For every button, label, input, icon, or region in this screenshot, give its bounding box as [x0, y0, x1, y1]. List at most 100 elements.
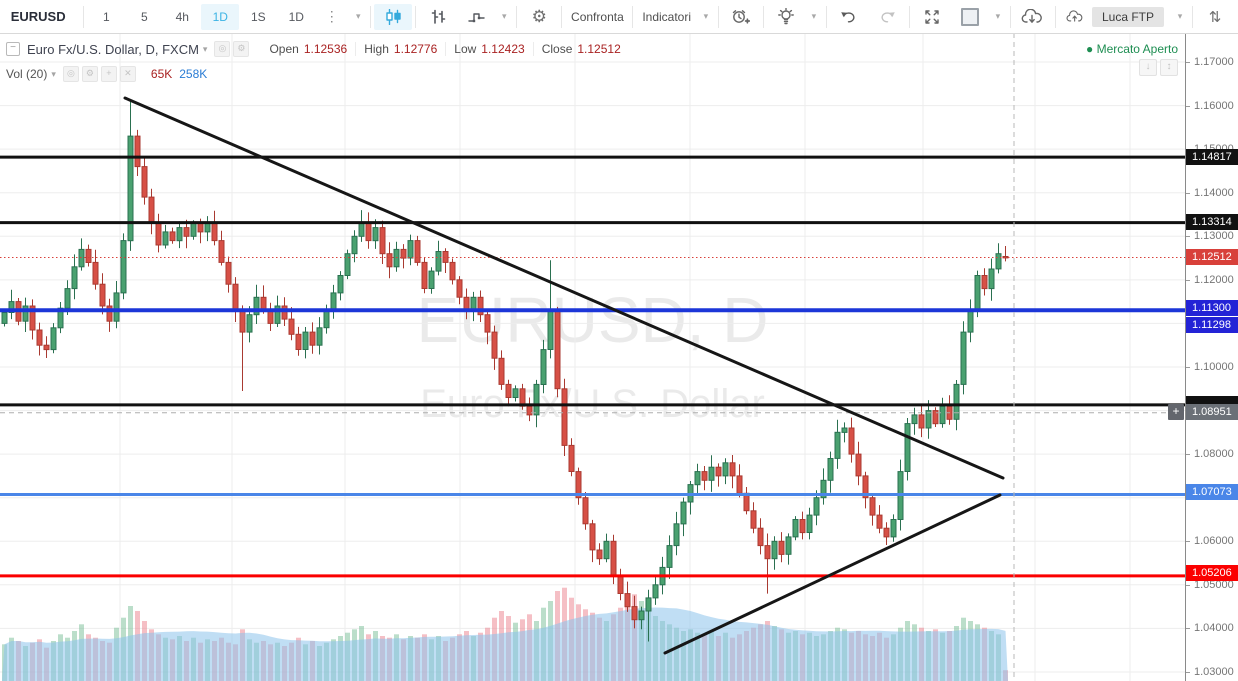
layout-caret-icon[interactable]: ▾	[995, 11, 1001, 21]
axis-tick	[1186, 367, 1190, 368]
interval-menu-dots-icon[interactable]: ⋮	[324, 8, 340, 24]
price-tick-label: 1.08000	[1194, 448, 1234, 460]
candles-icon	[386, 8, 401, 25]
save-layout-button[interactable]: Luca FTP	[1059, 4, 1171, 30]
open-value: 1.12536	[303, 42, 348, 56]
chart-style-candles-button[interactable]	[374, 3, 413, 30]
price-level-badge: 1.07073	[1186, 484, 1238, 500]
series-settings-gear-icon[interactable]: ⚙	[233, 41, 250, 57]
volume-gear-icon[interactable]: ⚙	[81, 66, 98, 82]
axis-tick	[1186, 62, 1190, 63]
current-price-badge: 1.12512	[1186, 249, 1238, 265]
price-level-badge: 1.14817	[1186, 149, 1238, 165]
high-value: 1.12776	[393, 42, 438, 56]
price-tick-label: 1.06000	[1194, 535, 1234, 547]
market-status-badge: ● Mercato Aperto	[1086, 42, 1178, 56]
volume-close-icon[interactable]: ✕	[119, 66, 136, 82]
chart-title-caret-icon[interactable]: ▾	[202, 43, 208, 54]
axis-tick	[1186, 541, 1190, 542]
compare-button[interactable]: Confronta	[571, 9, 624, 24]
axis-tick	[1186, 628, 1190, 629]
load-layout-button[interactable]	[1014, 4, 1052, 30]
low-group: Low 1.12423	[445, 42, 532, 56]
indicators-caret-icon[interactable]: ▾	[703, 11, 709, 21]
close-group: Close 1.12512	[532, 42, 629, 56]
price-level-lines[interactable]	[0, 155, 1185, 578]
grid-lines	[0, 33, 1185, 681]
close-label: Close	[541, 42, 573, 56]
interval-button-1-0[interactable]: 1	[102, 9, 110, 24]
scale-quick-buttons: ↓ ↕	[1139, 59, 1178, 76]
add-alert-button[interactable]	[722, 4, 760, 30]
price-level-badge: 1.11300	[1186, 300, 1238, 316]
settings-gear-icon[interactable]: ⚙	[531, 6, 547, 26]
undo-arrow-icon	[841, 11, 855, 22]
legend-collapse-icon[interactable]: −	[6, 42, 20, 56]
chart-style-bars-button[interactable]	[419, 4, 457, 30]
chart-style-line-button[interactable]	[457, 4, 495, 30]
ideas-button[interactable]	[767, 4, 805, 30]
volume-caret-icon[interactable]: ▾	[51, 68, 56, 79]
price-level-badge: 1.13314	[1186, 214, 1238, 230]
save-layout-caret-icon[interactable]: ▾	[1177, 11, 1183, 21]
price-tick-label: 1.14000	[1194, 187, 1234, 199]
toolbar-separator	[1009, 5, 1011, 28]
publish-button[interactable]: ⇅	[1208, 8, 1222, 26]
add-order-plus-button[interactable]: +	[1168, 404, 1184, 420]
open-group: Open 1.12536	[261, 42, 355, 56]
interval-button-1s-4[interactable]: 1S	[250, 9, 266, 24]
toolbar-separator	[561, 5, 563, 28]
axis-tick	[1186, 585, 1190, 586]
open-label: Open	[269, 42, 299, 56]
toolbar-separator	[1054, 5, 1056, 28]
ideas-caret-icon[interactable]: ▾	[811, 11, 817, 21]
chart-style-caret-icon[interactable]: ▾	[502, 11, 507, 21]
step-line-icon	[468, 12, 485, 22]
auto-scale-icon[interactable]: ↕	[1160, 59, 1178, 76]
price-level-badge: 1.08951	[1186, 404, 1238, 420]
interval-button-1d-5[interactable]: 1D	[288, 9, 304, 24]
trendlines[interactable]	[123, 96, 1005, 655]
price-tick-label: 1.04000	[1194, 622, 1234, 634]
eye-icon[interactable]: ◎	[214, 41, 231, 57]
layout-button[interactable]	[951, 4, 989, 30]
volume-add-icon[interactable]: +	[100, 66, 117, 82]
price-tick-label: 1.13000	[1194, 230, 1234, 242]
axis-tick	[1186, 280, 1190, 281]
toolbar-separator	[717, 5, 719, 28]
price-tick-label: 1.16000	[1194, 100, 1234, 112]
legend-volume-row: Vol (20) ▾ ◎ ⚙ + ✕ 65K 258K	[6, 64, 629, 84]
bars-icon	[431, 9, 446, 24]
volume-indicator-label[interactable]: Vol (20)	[6, 67, 48, 81]
redo-button[interactable]	[868, 4, 906, 30]
symbol-button[interactable]: EURUSD	[10, 9, 66, 24]
scroll-to-realtime-icon[interactable]: ↓	[1139, 59, 1157, 76]
price-tick-label: 1.17000	[1194, 56, 1234, 68]
volume-eye-icon[interactable]: ◎	[62, 66, 79, 82]
fullscreen-button[interactable]	[913, 4, 951, 30]
toolbar-separator	[908, 5, 910, 28]
chart-title[interactable]: Euro Fx/U.S. Dollar, D, FXCM	[27, 41, 199, 57]
lightbulb-icon	[777, 7, 794, 24]
cloud-upload-icon	[1066, 9, 1083, 22]
interval-caret-icon[interactable]: ▾	[356, 11, 361, 21]
ohlc-values: Open 1.12536 High 1.12776 Low 1.12423 Close…	[261, 42, 628, 56]
interval-button-4h-2[interactable]: 4h	[175, 9, 189, 24]
indicators-button[interactable]: Indicatori	[642, 9, 692, 24]
price-tick-label: 1.05000	[1194, 579, 1234, 591]
volume-ma-value: 258K	[179, 67, 208, 81]
axis-tick	[1186, 236, 1190, 237]
toolbar-separator	[370, 5, 372, 28]
price-axis[interactable]: 1.170001.160001.150001.140001.130001.120…	[1168, 33, 1238, 681]
top-toolbar: EURUSD 1 5 4h 1D 1S 1D ⋮ ▾ ▾ ⚙ Confronta Indi…	[0, 0, 1238, 34]
volume-ma-area	[2, 607, 1008, 681]
interval-button-5-1[interactable]: 5	[140, 9, 148, 24]
interval-button-1d-3[interactable]: 1D	[201, 3, 240, 30]
undo-button[interactable]	[830, 4, 868, 30]
chart-area[interactable]: ▴ EURUSD, D Euro Fx/U.S. Dollar − Euro F…	[0, 25, 1185, 681]
toolbar-separator	[83, 5, 85, 28]
price-tick-label: 1.12000	[1194, 274, 1234, 286]
toolbar-separator	[415, 5, 417, 28]
price-chart-svg[interactable]	[0, 33, 1185, 681]
price-tick-label: 1.03000	[1194, 666, 1234, 678]
